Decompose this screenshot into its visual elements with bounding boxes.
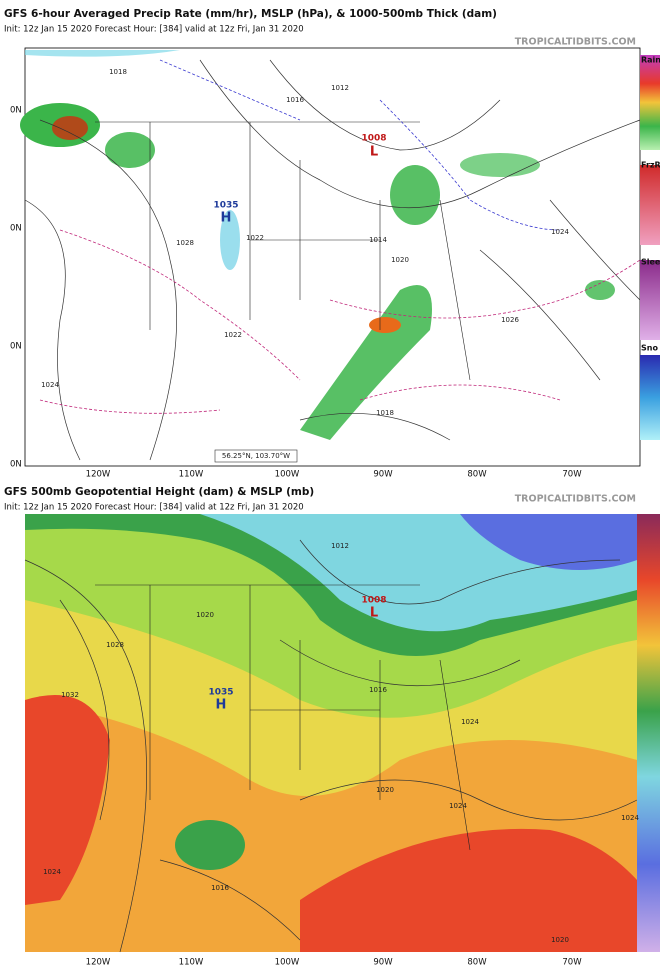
isobar-label: 1014	[369, 236, 387, 244]
pressure-value: 1035	[213, 201, 238, 211]
lon-label: 120W	[86, 958, 111, 968]
isobar-label: 1020	[391, 256, 409, 264]
isobar-label: 1018	[109, 68, 127, 76]
site-credit: TROPICALTIDBITS.COM	[515, 37, 636, 48]
lat-label: 0N	[10, 106, 22, 116]
isobar-label: 1026	[501, 316, 519, 324]
isobar-label: 1032	[61, 691, 79, 699]
isobar-label: 1018	[376, 409, 394, 417]
isobar-label: 1024	[449, 802, 467, 810]
legend-label: Rain	[641, 56, 660, 65]
init-line: Init: 12z Jan 15 2020 Forecast Hour: [38…	[4, 503, 304, 513]
isobar-label: 1016	[369, 686, 387, 694]
isobar-label: 1028	[106, 641, 124, 649]
isobar-label: 1028	[176, 239, 194, 247]
legend-label: Slee	[641, 258, 660, 267]
isobar-label: 1024	[621, 814, 639, 822]
isobar-label: 1024	[43, 868, 61, 876]
init-line: Init: 12z Jan 15 2020 Forecast Hour: [38…	[4, 25, 304, 35]
isobar-label: 1012	[331, 84, 349, 92]
isobar-label: 1022	[224, 331, 242, 339]
pressure-letter: L	[370, 145, 378, 160]
cursor-readout: 56.25°N, 103.70°W	[222, 452, 290, 460]
isobar-label: 1016	[211, 884, 229, 892]
pressure-letter: H	[216, 698, 227, 713]
panel-title: GFS 6-hour Averaged Precip Rate (mm/hr),…	[4, 8, 497, 20]
lat-label: 0N	[10, 342, 22, 352]
lat-label: 0N	[10, 224, 22, 234]
lon-label: 80W	[467, 470, 487, 480]
isobar-label: 1024	[41, 381, 59, 389]
lon-label: 100W	[275, 958, 300, 968]
isobar-label: 1012	[331, 542, 349, 550]
legend-label: Sno	[641, 344, 658, 353]
lon-label: 110W	[179, 958, 204, 968]
isobar-label: 1020	[196, 611, 214, 619]
lon-label: 90W	[373, 470, 393, 480]
lon-label: 100W	[275, 470, 300, 480]
lon-label: 120W	[86, 470, 111, 480]
panel-title: GFS 500mb Geopotential Height (dam) & MS…	[4, 486, 314, 498]
lon-label: 110W	[179, 470, 204, 480]
lon-label: 80W	[467, 958, 487, 968]
isobar-label: 1020	[376, 786, 394, 794]
lon-label: 70W	[562, 470, 582, 480]
lon-label: 90W	[373, 958, 393, 968]
pressure-letter: H	[221, 211, 232, 226]
lon-label: 70W	[562, 958, 582, 968]
isobar-label: 1024	[551, 228, 569, 236]
isobar-label: 1022	[246, 234, 264, 242]
pressure-value: 1008	[361, 596, 386, 606]
pressure-letter: L	[370, 606, 378, 621]
precip-map	[20, 47, 660, 467]
pressure-value: 1035	[208, 688, 233, 698]
legend-label: FrzR	[641, 161, 660, 170]
isobar-label: 1016	[286, 96, 304, 104]
height-map	[24, 514, 660, 953]
lat-label: 0N	[10, 460, 22, 470]
pressure-value: 1008	[361, 134, 386, 144]
site-credit: TROPICALTIDBITS.COM	[515, 494, 636, 505]
isobar-label: 1020	[551, 936, 569, 944]
isobar-label: 1024	[461, 718, 479, 726]
